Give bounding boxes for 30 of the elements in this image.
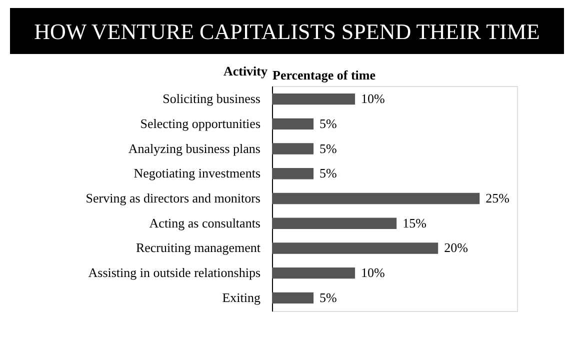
- y-tick-label: Acting as consultants: [149, 215, 260, 230]
- data-label: 5%: [320, 116, 338, 131]
- y-tick-label: Analyzing business plans: [128, 140, 260, 156]
- bar: [272, 118, 314, 130]
- y-tick-label: Soliciting business: [162, 91, 260, 106]
- data-label: 10%: [361, 265, 386, 280]
- bar: [272, 267, 356, 279]
- bar: [272, 218, 397, 229]
- y-tick-label: Selecting opportunities: [140, 116, 260, 131]
- y-tick-label: Exiting: [222, 290, 261, 305]
- y-axis-title: Activity: [223, 64, 268, 78]
- y-tick-label: Assisting in outside relationships: [88, 265, 260, 280]
- data-label: 25%: [486, 190, 510, 206]
- bar: [272, 168, 314, 180]
- y-tick-label: Negotiating investments: [134, 166, 260, 181]
- bar: [272, 292, 314, 304]
- chart-title: HOW VENTURE CAPITALISTS SPEND THEIR TIME: [34, 19, 540, 44]
- bar: [272, 143, 314, 154]
- bar: [272, 192, 480, 204]
- data-label: 10%: [361, 91, 386, 106]
- y-tick-label: Recruiting management: [136, 240, 261, 256]
- data-label: 5%: [320, 166, 338, 181]
- data-label: 5%: [320, 290, 338, 305]
- data-label: 5%: [320, 140, 338, 156]
- data-label: 15%: [402, 215, 427, 230]
- y-tick-label: Serving as directors and monitors: [86, 190, 260, 206]
- bar: [272, 242, 438, 254]
- x-axis-title: Percentage of time: [272, 68, 376, 82]
- bar: [272, 93, 356, 105]
- data-label: 20%: [444, 240, 468, 256]
